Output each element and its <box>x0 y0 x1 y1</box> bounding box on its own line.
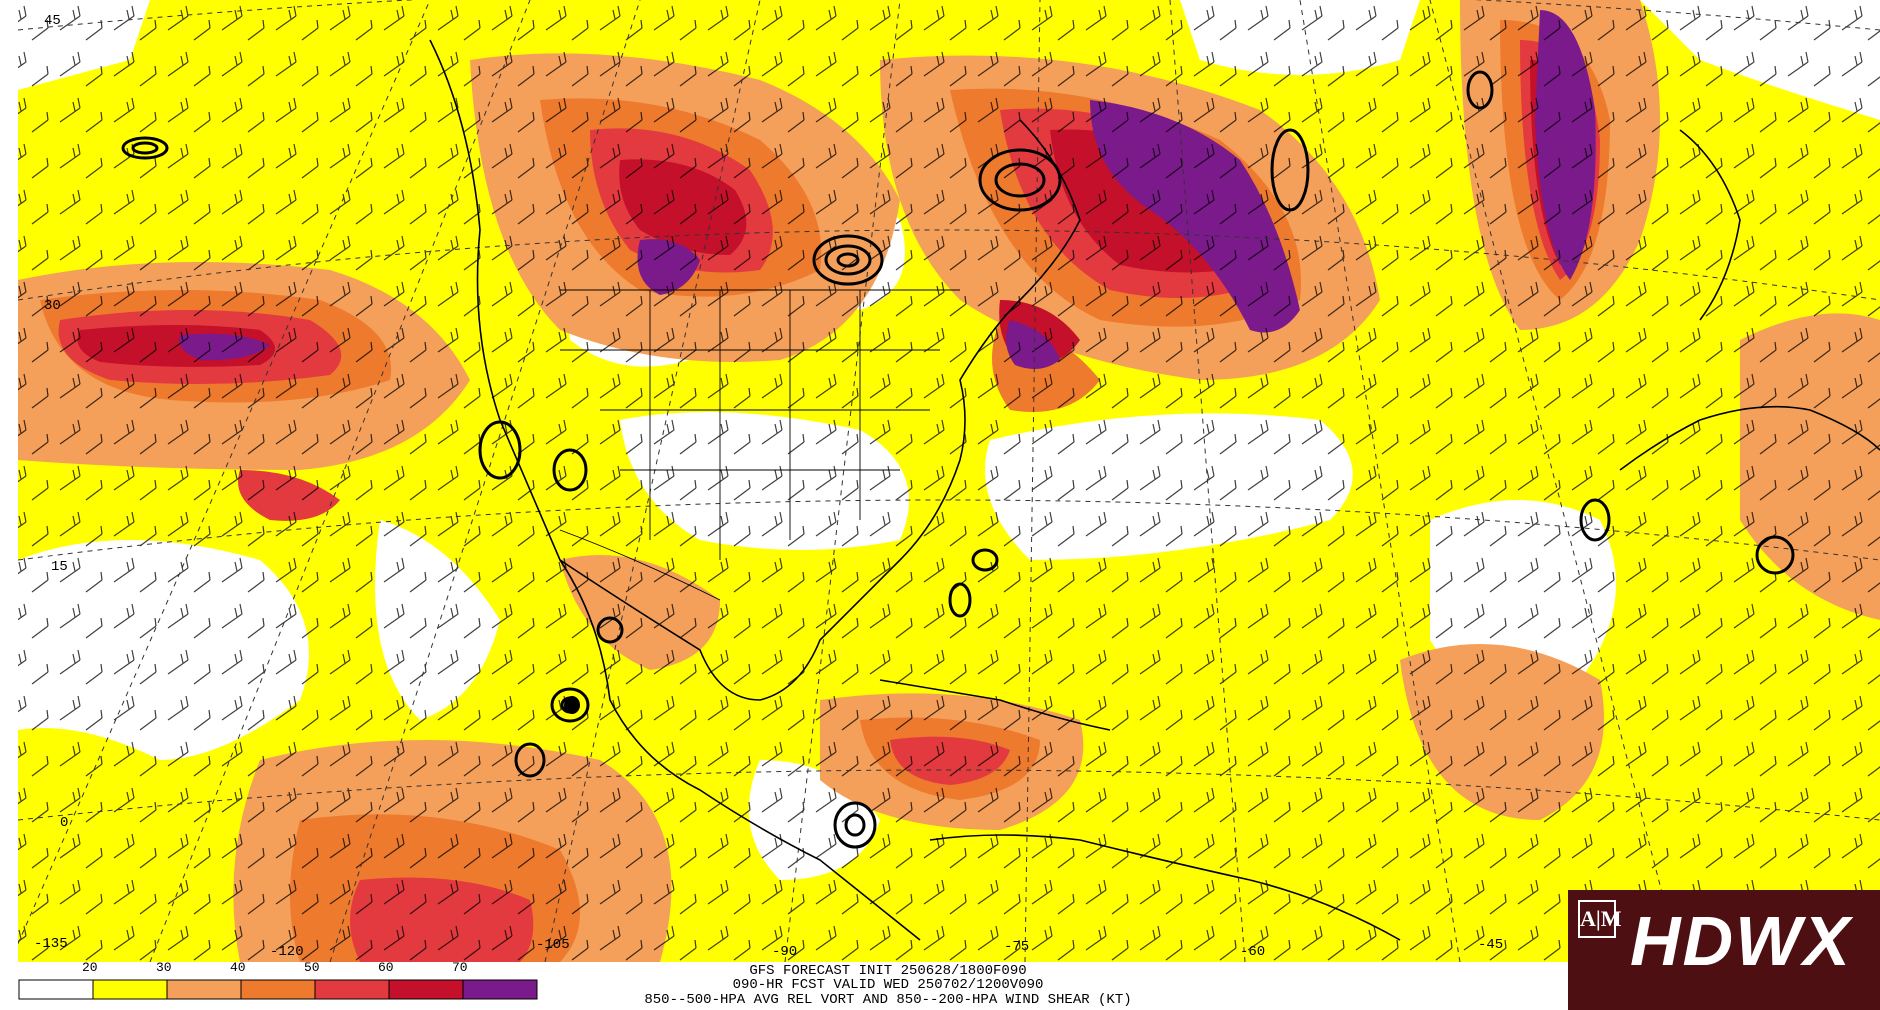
lon-label: -135 <box>34 936 68 952</box>
legend-swatch <box>462 979 538 1000</box>
legend-label: 60 <box>378 960 394 975</box>
legend-label: 40 <box>230 960 246 975</box>
tamu-emblem: A|M <box>1578 900 1622 938</box>
vorticity-contours <box>121 70 1795 849</box>
title-line-2: 090-HR FCST VALID WED 250702/1200V090 <box>733 977 1044 993</box>
legend-swatch <box>166 979 242 1000</box>
coastlines <box>429 39 1880 941</box>
lat-label: 30 <box>44 298 61 314</box>
lat-lon-grid <box>18 0 1880 962</box>
lat-label: 45 <box>44 13 61 29</box>
legend-swatch <box>314 979 390 1000</box>
lon-labels: -135 -120 -105 -90 -75 -60 -45 <box>34 936 1503 960</box>
color-legend: 20 30 40 50 60 70 <box>18 960 538 1000</box>
title-line-3: 850--500-HPA AVG REL VORT AND 850--200-H… <box>644 992 1131 1008</box>
lon-label: -75 <box>1004 939 1029 955</box>
legend-label: 50 <box>304 960 320 975</box>
lon-label: -45 <box>1478 937 1503 953</box>
hdwx-logo-text: HDWX <box>1630 902 1852 980</box>
lat-label: 15 <box>51 559 68 575</box>
lon-label: -105 <box>536 937 570 953</box>
wind-barbs <box>18 0 1880 962</box>
lon-label: -60 <box>1240 944 1265 960</box>
map-title: GFS FORECAST INIT 250628/1800F090 090-HR… <box>644 963 1131 1008</box>
legend-swatch <box>92 979 168 1000</box>
legend-label: 70 <box>452 960 468 975</box>
legend-label: 20 <box>82 960 98 975</box>
vorticity-maximum <box>564 696 580 714</box>
lon-label: -90 <box>772 944 797 960</box>
lat-labels: 45 30 15 0 <box>44 13 68 831</box>
hdwx-logo: A|M HDWX <box>1568 890 1880 1010</box>
lat-label: 0 <box>60 815 68 831</box>
legend-swatch <box>240 979 316 1000</box>
title-line-1: GFS FORECAST INIT 250628/1800F090 <box>749 963 1026 979</box>
lon-label: -120 <box>270 944 304 960</box>
boundaries <box>559 289 960 601</box>
legend-swatch <box>388 979 464 1000</box>
legend-label: 30 <box>156 960 172 975</box>
legend-swatch <box>18 979 94 1000</box>
